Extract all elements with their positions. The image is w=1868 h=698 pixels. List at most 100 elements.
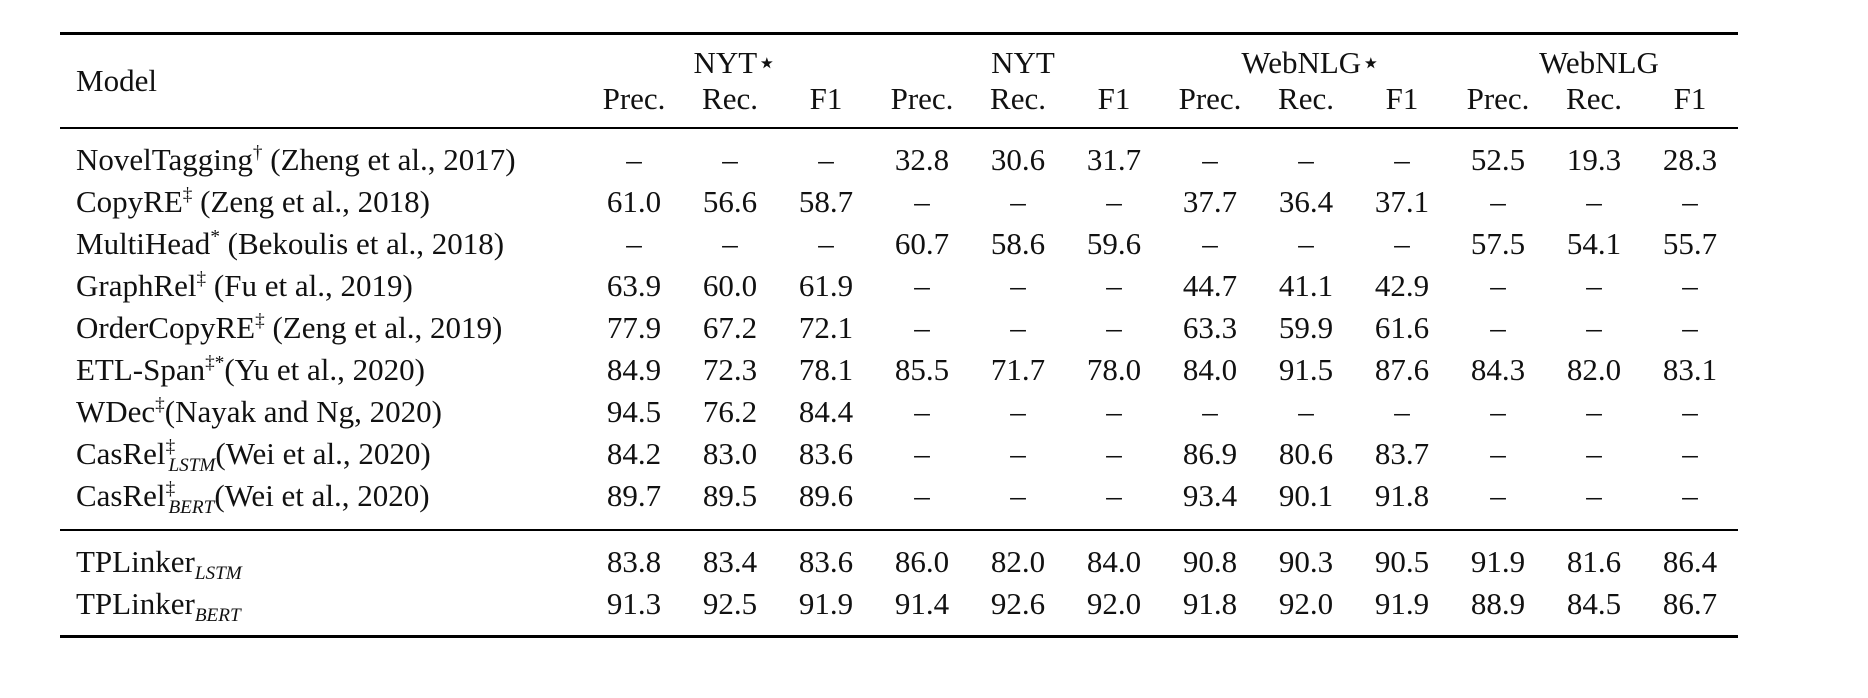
score-cell: – — [1106, 310, 1122, 345]
model-name: MultiHead — [76, 226, 211, 261]
score-cell: – — [1586, 310, 1602, 345]
score-cell: – — [914, 436, 930, 471]
model-name: CasRel — [76, 436, 166, 471]
metric-header: F1 — [1385, 81, 1419, 116]
table-row: GraphRel‡ (Fu et al., 2019) 63.9 60.0 61.9 –… — [60, 265, 1738, 307]
metric-header: F1 — [1097, 81, 1131, 116]
score-cell: – — [914, 394, 930, 429]
score-cell: – — [1202, 394, 1218, 429]
score-cell: 58.7 — [798, 184, 854, 219]
score-cell: 91.8 — [1182, 586, 1238, 621]
score-cell: 60.0 — [702, 268, 758, 303]
score-cell: 89.5 — [702, 478, 758, 513]
score-cell: – — [1682, 310, 1698, 345]
score-cell: 31.7 — [1086, 142, 1142, 177]
score-cell: – — [1394, 226, 1410, 261]
score-cell: 92.6 — [990, 586, 1046, 621]
model-footnote-mark: ‡ — [196, 268, 207, 290]
table-row: NovelTagging† (Zheng et al., 2017) – – – 32.… — [60, 129, 1738, 181]
model-variant-subscript: LSTM — [194, 563, 242, 585]
score-cell: – — [1682, 478, 1698, 513]
model-column-header: Model — [76, 63, 157, 98]
model-footnote-mark: ‡ — [255, 310, 265, 332]
model-name-cell: ETL-Span‡*(Yu et al., 2020) — [60, 349, 586, 391]
score-cell: – — [1394, 142, 1410, 177]
score-cell: 91.9 — [1470, 544, 1526, 579]
score-cell: 92.0 — [1278, 586, 1334, 621]
model-name-cell: TPLinkerBERT — [60, 583, 586, 637]
score-cell: 78.1 — [798, 352, 854, 387]
model-name: WDec — [76, 394, 156, 429]
score-cell: 67.2 — [702, 310, 758, 345]
score-cell: 84.2 — [606, 436, 662, 471]
model-name-cell: MultiHead* (Bekoulis et al., 2018) — [60, 223, 586, 265]
score-cell: 84.5 — [1566, 586, 1622, 621]
metric-header: F1 — [809, 81, 843, 116]
score-cell: – — [1202, 226, 1218, 261]
score-cell: 87.6 — [1374, 352, 1430, 387]
score-cell: 83.0 — [702, 436, 758, 471]
score-cell: 58.6 — [990, 226, 1046, 261]
score-cell: – — [1682, 394, 1698, 429]
score-cell: 37.1 — [1374, 184, 1430, 219]
score-cell: 57.5 — [1470, 226, 1526, 261]
score-cell: 83.1 — [1662, 352, 1718, 387]
score-cell: – — [1682, 436, 1698, 471]
table-row: CopyRE‡ (Zeng et al., 2018) 61.0 56.6 58.7 –… — [60, 181, 1738, 223]
score-cell: – — [1010, 268, 1026, 303]
table-row: CasRel‡BERT(Wei et al., 2020) 89.7 89.5 89.… — [60, 475, 1738, 530]
score-cell: 85.5 — [894, 352, 950, 387]
score-cell: 63.3 — [1182, 310, 1238, 345]
score-cell: – — [1490, 436, 1506, 471]
score-cell: 89.6 — [798, 478, 854, 513]
score-cell: 63.9 — [606, 268, 662, 303]
top-rule — [60, 32, 1738, 36]
score-cell: – — [1586, 478, 1602, 513]
score-cell: – — [1490, 394, 1506, 429]
group-header-row: Model NYT⋆ NYT WebNLG⋆ WebNLG — [60, 35, 1738, 98]
score-cell: 72.1 — [798, 310, 854, 345]
score-cell: 83.6 — [798, 544, 854, 579]
score-cell: – — [626, 226, 642, 261]
score-cell: 41.1 — [1278, 268, 1334, 303]
results-table: Model NYT⋆ NYT WebNLG⋆ WebNLG Prec. Rec. F… — [60, 32, 1738, 639]
group-header-nyt-star: NYT⋆ — [693, 45, 777, 80]
metric-header-row: Prec. Rec. F1 Prec. Rec. F1 Prec. Rec. F1 Prec. Re… — [60, 81, 1738, 128]
score-cell: 93.4 — [1182, 478, 1238, 513]
model-footnote-mark: * — [210, 226, 220, 248]
model-name: TPLinker — [76, 586, 195, 621]
metric-header: Prec. — [1466, 81, 1530, 116]
score-cell: 28.3 — [1662, 142, 1718, 177]
score-cell: 59.6 — [1086, 226, 1142, 261]
score-cell: – — [1490, 184, 1506, 219]
score-cell: – — [722, 226, 738, 261]
model-name-cell: CasRel‡BERT(Wei et al., 2020) — [60, 475, 586, 530]
score-cell: 37.7 — [1182, 184, 1238, 219]
model-footnote-mark: ‡ — [155, 394, 165, 416]
model-citation: (Fu et al., 2019) — [206, 268, 413, 303]
score-cell: 91.8 — [1374, 478, 1430, 513]
metric-header: Prec. — [890, 81, 954, 116]
score-cell: 32.8 — [894, 142, 950, 177]
score-cell: 91.9 — [1374, 586, 1430, 621]
score-cell: 82.0 — [990, 544, 1046, 579]
model-name-cell: NovelTagging† (Zheng et al., 2017) — [60, 129, 586, 181]
model-name: TPLinker — [76, 544, 195, 579]
model-name-cell: OrderCopyRE‡ (Zeng et al., 2019) — [60, 307, 586, 349]
model-name-cell: TPLinkerLSTM — [60, 531, 586, 583]
score-cell: 56.6 — [702, 184, 758, 219]
score-cell: 91.4 — [894, 586, 950, 621]
score-cell: – — [1010, 394, 1026, 429]
score-cell: – — [914, 184, 930, 219]
score-cell: – — [1490, 478, 1506, 513]
score-cell: 61.6 — [1374, 310, 1430, 345]
score-cell: 91.3 — [606, 586, 662, 621]
metric-header: Rec. — [702, 81, 758, 116]
score-cell: – — [1586, 268, 1602, 303]
score-cell: – — [1010, 478, 1026, 513]
model-name: OrderCopyRE — [76, 310, 256, 345]
model-footnote-mark: ‡* — [205, 352, 225, 374]
score-cell: 84.0 — [1182, 352, 1238, 387]
score-cell: 83.7 — [1374, 436, 1430, 471]
score-cell: – — [1682, 184, 1698, 219]
